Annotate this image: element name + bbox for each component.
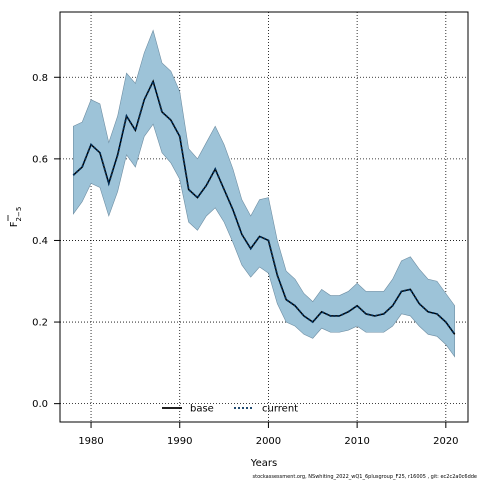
legend-label-base: base xyxy=(190,404,214,415)
y-tick-label: 0.2 xyxy=(32,318,48,329)
plot-frame xyxy=(59,11,469,423)
legend-label-current: current xyxy=(262,404,298,415)
x-tick-label: 1990 xyxy=(167,436,192,447)
series-line-current xyxy=(72,78,456,335)
y-tick-label: 0.8 xyxy=(32,73,48,84)
y-tick-label: 0.6 xyxy=(32,154,48,165)
y-axis-title: F2−5 xyxy=(7,207,23,228)
x-tick-label: 2010 xyxy=(344,436,369,447)
y-axis-title-main: F xyxy=(9,221,20,227)
svg-text:F2−5: F2−5 xyxy=(9,207,23,228)
x-tick-label: 1980 xyxy=(78,436,103,447)
legend: base current xyxy=(162,404,298,415)
x-axis-title: Years xyxy=(250,458,277,469)
y-axis-title-subscript: 2−5 xyxy=(15,207,23,222)
credit-text: stockassessment.org, NSwhiting_2022_wQ1_… xyxy=(253,474,478,480)
y-tick-label: 0.0 xyxy=(32,399,48,410)
x-axis: 1980 1990 2000 2010 2020 xyxy=(78,422,459,447)
x-tick-label: 2000 xyxy=(256,436,281,447)
y-axis: 0.0 0.2 0.4 0.6 0.8 xyxy=(32,73,60,410)
confidence-band-layer xyxy=(73,29,455,358)
x-tick-label: 2020 xyxy=(433,436,458,447)
confidence-band xyxy=(73,29,455,358)
series-layer xyxy=(72,78,456,335)
y-tick-label: 0.4 xyxy=(32,236,48,247)
